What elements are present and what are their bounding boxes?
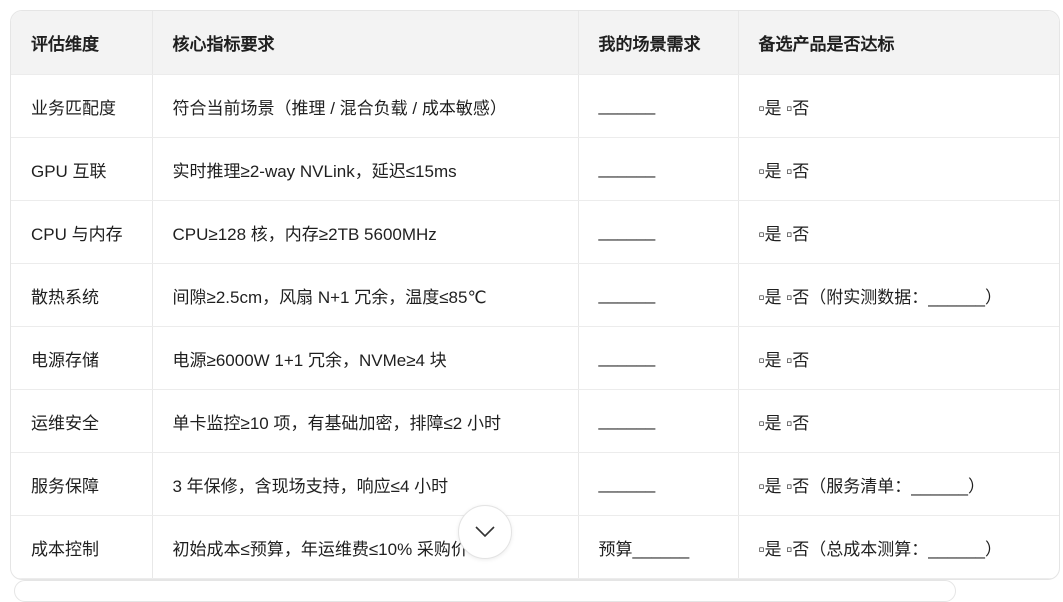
table-cell: ▫是 ▫否（服务清单：______） bbox=[738, 452, 1059, 516]
table-cell: ▫是 ▫否 bbox=[738, 137, 1059, 201]
table-cell: ______ bbox=[578, 200, 739, 264]
table-row: CPU 与内存 CPU≥128 核，内存≥2TB 5600MHz ______ ▫是 … bbox=[11, 200, 1059, 264]
evaluation-table-container: 评估维度 核心指标要求 我的场景需求 备选产品是否达标 业务匹配度 符合当前场景（推理 … bbox=[10, 10, 1060, 580]
table-cell: 服务保障 bbox=[11, 452, 153, 516]
table-cell: ▫是 ▫否（总成本测算：______） bbox=[738, 515, 1059, 579]
table-cell: CPU≥128 核，内存≥2TB 5600MHz bbox=[152, 200, 579, 264]
table-cell: ______ bbox=[578, 326, 739, 390]
column-header: 评估维度 bbox=[11, 11, 153, 75]
table-row: 散热系统 间隙≥2.5cm，风扇 N+1 冗余，温度≤85℃ ______ ▫是 ▫否… bbox=[11, 263, 1059, 327]
table-cell: 间隙≥2.5cm，风扇 N+1 冗余，温度≤85℃ bbox=[152, 263, 579, 327]
chat-input-box[interactable] bbox=[14, 580, 956, 602]
table-cell: 初始成本≤预算，年运维费≤10% 采购价 bbox=[152, 515, 579, 579]
table-row: 成本控制 初始成本≤预算，年运维费≤10% 采购价 预算______ ▫是 ▫否（总成… bbox=[11, 515, 1059, 579]
table-cell: ______ bbox=[578, 452, 739, 516]
evaluation-table: 评估维度 核心指标要求 我的场景需求 备选产品是否达标 业务匹配度 符合当前场景（推理 … bbox=[11, 11, 1059, 579]
table-cell: 业务匹配度 bbox=[11, 74, 153, 138]
table-cell: 单卡监控≥10 项，有基础加密，排障≤2 小时 bbox=[152, 389, 579, 453]
table-cell: ______ bbox=[578, 74, 739, 138]
table-header-row: 评估维度 核心指标要求 我的场景需求 备选产品是否达标 bbox=[11, 11, 1059, 75]
table-cell: 实时推理≥2-way NVLink，延迟≤15ms bbox=[152, 137, 579, 201]
table-row: 运维安全 单卡监控≥10 项，有基础加密，排障≤2 小时 ______ ▫是 ▫否 bbox=[11, 389, 1059, 453]
table-cell: 预算______ bbox=[578, 515, 739, 579]
table-cell: 3 年保修，含现场支持，响应≤4 小时 bbox=[152, 452, 579, 516]
table-cell: CPU 与内存 bbox=[11, 200, 153, 264]
column-header: 我的场景需求 bbox=[578, 11, 739, 75]
table-cell: 运维安全 bbox=[11, 389, 153, 453]
table-cell: ▫是 ▫否 bbox=[738, 74, 1059, 138]
table-row: 业务匹配度 符合当前场景（推理 / 混合负载 / 成本敏感） ______ ▫是 ▫否 bbox=[11, 74, 1059, 138]
table-cell: ▫是 ▫否（附实测数据：______） bbox=[738, 263, 1059, 327]
table-cell: 电源存储 bbox=[11, 326, 153, 390]
table-row: GPU 互联 实时推理≥2-way NVLink，延迟≤15ms ______ ▫是 … bbox=[11, 137, 1059, 201]
table-cell: 散热系统 bbox=[11, 263, 153, 327]
table-cell: ▫是 ▫否 bbox=[738, 389, 1059, 453]
table-cell: ▫是 ▫否 bbox=[738, 326, 1059, 390]
table-row: 服务保障 3 年保修，含现场支持，响应≤4 小时 ______ ▫是 ▫否（服务清单：… bbox=[11, 452, 1059, 516]
table-cell: 符合当前场景（推理 / 混合负载 / 成本敏感） bbox=[152, 74, 579, 138]
table-cell: 电源≥6000W 1+1 冗余，NVMe≥4 块 bbox=[152, 326, 579, 390]
table-cell: ▫是 ▫否 bbox=[738, 200, 1059, 264]
column-header: 备选产品是否达标 bbox=[738, 11, 1059, 75]
table-cell: GPU 互联 bbox=[11, 137, 153, 201]
chevron-down-icon bbox=[475, 526, 495, 538]
table-cell: ______ bbox=[578, 389, 739, 453]
scroll-down-button[interactable] bbox=[458, 505, 512, 559]
table-cell: ______ bbox=[578, 137, 739, 201]
column-header: 核心指标要求 bbox=[152, 11, 579, 75]
table-row: 电源存储 电源≥6000W 1+1 冗余，NVMe≥4 块 ______ ▫是 ▫否 bbox=[11, 326, 1059, 390]
table-cell: ______ bbox=[578, 263, 739, 327]
table-cell: 成本控制 bbox=[11, 515, 153, 579]
